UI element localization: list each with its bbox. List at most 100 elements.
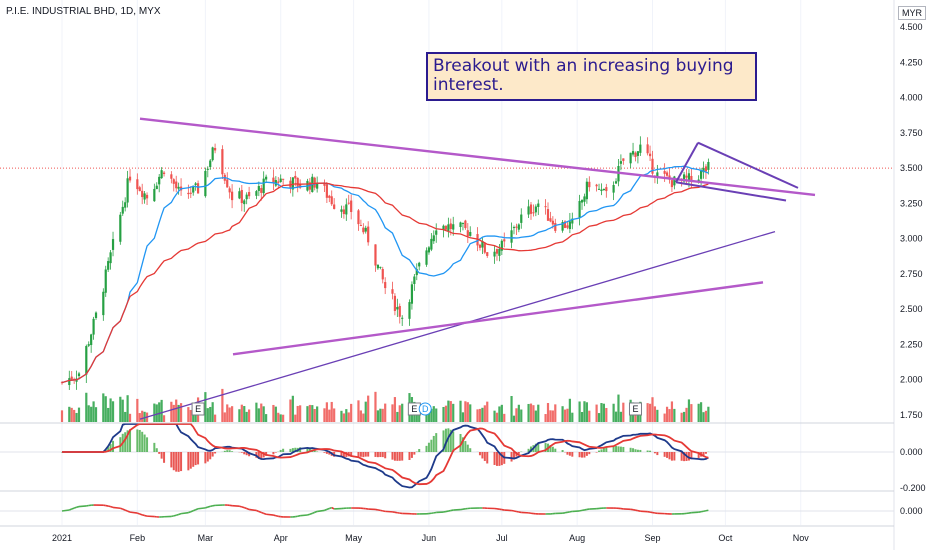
macd-histogram-bar	[632, 448, 635, 452]
macd-histogram-bar	[279, 449, 282, 452]
volume-bar	[104, 396, 107, 422]
macd-histogram-bar	[340, 452, 343, 457]
macd-histogram-bar	[544, 443, 547, 452]
candle-body	[427, 247, 431, 253]
x-tick-label: Mar	[198, 533, 214, 543]
currency-badge[interactable]: MYR	[898, 6, 926, 20]
candle-body	[452, 224, 455, 230]
volume-bar	[687, 399, 691, 422]
candle-body	[153, 188, 156, 202]
macd-histogram-bar	[107, 447, 110, 452]
oscillator-segment	[192, 508, 196, 512]
volume-bar	[347, 412, 350, 422]
volume-bar	[94, 407, 98, 422]
macd-histogram-bar	[537, 442, 540, 452]
volume-bar	[478, 408, 482, 422]
oscillator-segment	[275, 514, 279, 518]
volume-bar	[483, 405, 486, 422]
macd-histogram-bar	[112, 440, 115, 452]
volume-bar	[551, 410, 554, 422]
candle-body	[391, 289, 394, 294]
candle-body	[663, 171, 666, 174]
volume-bar	[345, 409, 348, 422]
candle-body	[483, 243, 486, 253]
volume-bar	[527, 403, 530, 422]
oscillator-segment	[326, 507, 330, 511]
macd-histogram-bar	[240, 452, 243, 453]
volume-bar	[143, 411, 146, 422]
macd-histogram-bar	[578, 452, 581, 458]
volume-bar	[668, 409, 671, 422]
earnings-marker	[191, 402, 205, 416]
volume-bar	[228, 407, 231, 422]
oscillator-segment	[78, 505, 87, 508]
candle-body	[568, 221, 571, 230]
volume-bar	[486, 401, 489, 422]
candle-body	[189, 192, 192, 194]
oscillator-segment	[112, 506, 121, 510]
price-tick-label: 2.000	[900, 375, 923, 385]
volume-bar	[75, 412, 78, 422]
candle-body	[87, 344, 90, 346]
oscillator-segment	[300, 514, 308, 517]
volume-bar	[427, 406, 431, 422]
oscillator-segment	[266, 513, 274, 516]
x-tick-label: Aug	[569, 533, 585, 543]
candle-body	[141, 190, 144, 198]
volume-bar	[585, 402, 588, 422]
macd-histogram-bar	[600, 449, 603, 452]
candle-body	[345, 204, 348, 215]
x-tick-label: Apr	[274, 533, 288, 543]
macd-histogram-bar	[109, 444, 112, 452]
candle-body	[682, 174, 686, 182]
macd-histogram-bar	[435, 433, 438, 452]
candle-body	[143, 193, 146, 200]
volume-bar	[466, 402, 469, 422]
candle-body	[313, 177, 316, 188]
volume-bar	[656, 409, 659, 422]
macd-histogram-bar	[447, 428, 450, 452]
annotation-box[interactable]: Breakout with an increasing buying inter…	[426, 52, 757, 101]
macd-histogram-bar	[163, 452, 166, 463]
volume-bar	[342, 413, 345, 422]
price-tick-label: 4.250	[900, 57, 923, 67]
oscillator-segment	[71, 507, 75, 510]
candle-body	[77, 373, 81, 377]
candle-body	[588, 181, 591, 188]
volume-bar	[653, 406, 657, 422]
oscillator-segment	[249, 508, 257, 512]
candle-body	[145, 194, 149, 199]
candle-body	[257, 186, 260, 191]
volume-bars	[60, 388, 710, 422]
volume-bar	[158, 402, 161, 422]
volume-bar	[374, 391, 377, 422]
candle-body	[517, 224, 520, 230]
candle-body	[396, 306, 399, 310]
macd-histogram-bar	[214, 452, 217, 454]
volume-bar	[447, 400, 450, 422]
macd-histogram-bar	[461, 437, 464, 452]
macd-histogram-bar	[294, 447, 297, 452]
volume-bar	[277, 412, 280, 422]
candle-body	[685, 175, 688, 178]
candle-body	[707, 161, 710, 170]
macd-histogram-bar	[459, 433, 462, 452]
volume-bar	[503, 413, 506, 422]
macd-histogram-bar	[138, 429, 141, 452]
candle-body	[231, 191, 234, 201]
volume-bar	[299, 405, 302, 422]
volume-bar	[162, 415, 166, 422]
candle-body	[493, 251, 496, 257]
macd-histogram-bar	[228, 450, 231, 452]
volume-bar	[248, 409, 251, 422]
macd-histogram-bar	[581, 452, 584, 458]
volume-bar	[211, 402, 214, 422]
macd-histogram-bar	[282, 448, 285, 452]
macd-histogram-bar	[175, 452, 178, 472]
volume-bar	[554, 404, 557, 422]
macd-histogram-bar	[391, 452, 394, 460]
oscillator-segment	[324, 508, 328, 512]
volume-bar	[685, 407, 688, 422]
volume-bar	[690, 404, 693, 422]
